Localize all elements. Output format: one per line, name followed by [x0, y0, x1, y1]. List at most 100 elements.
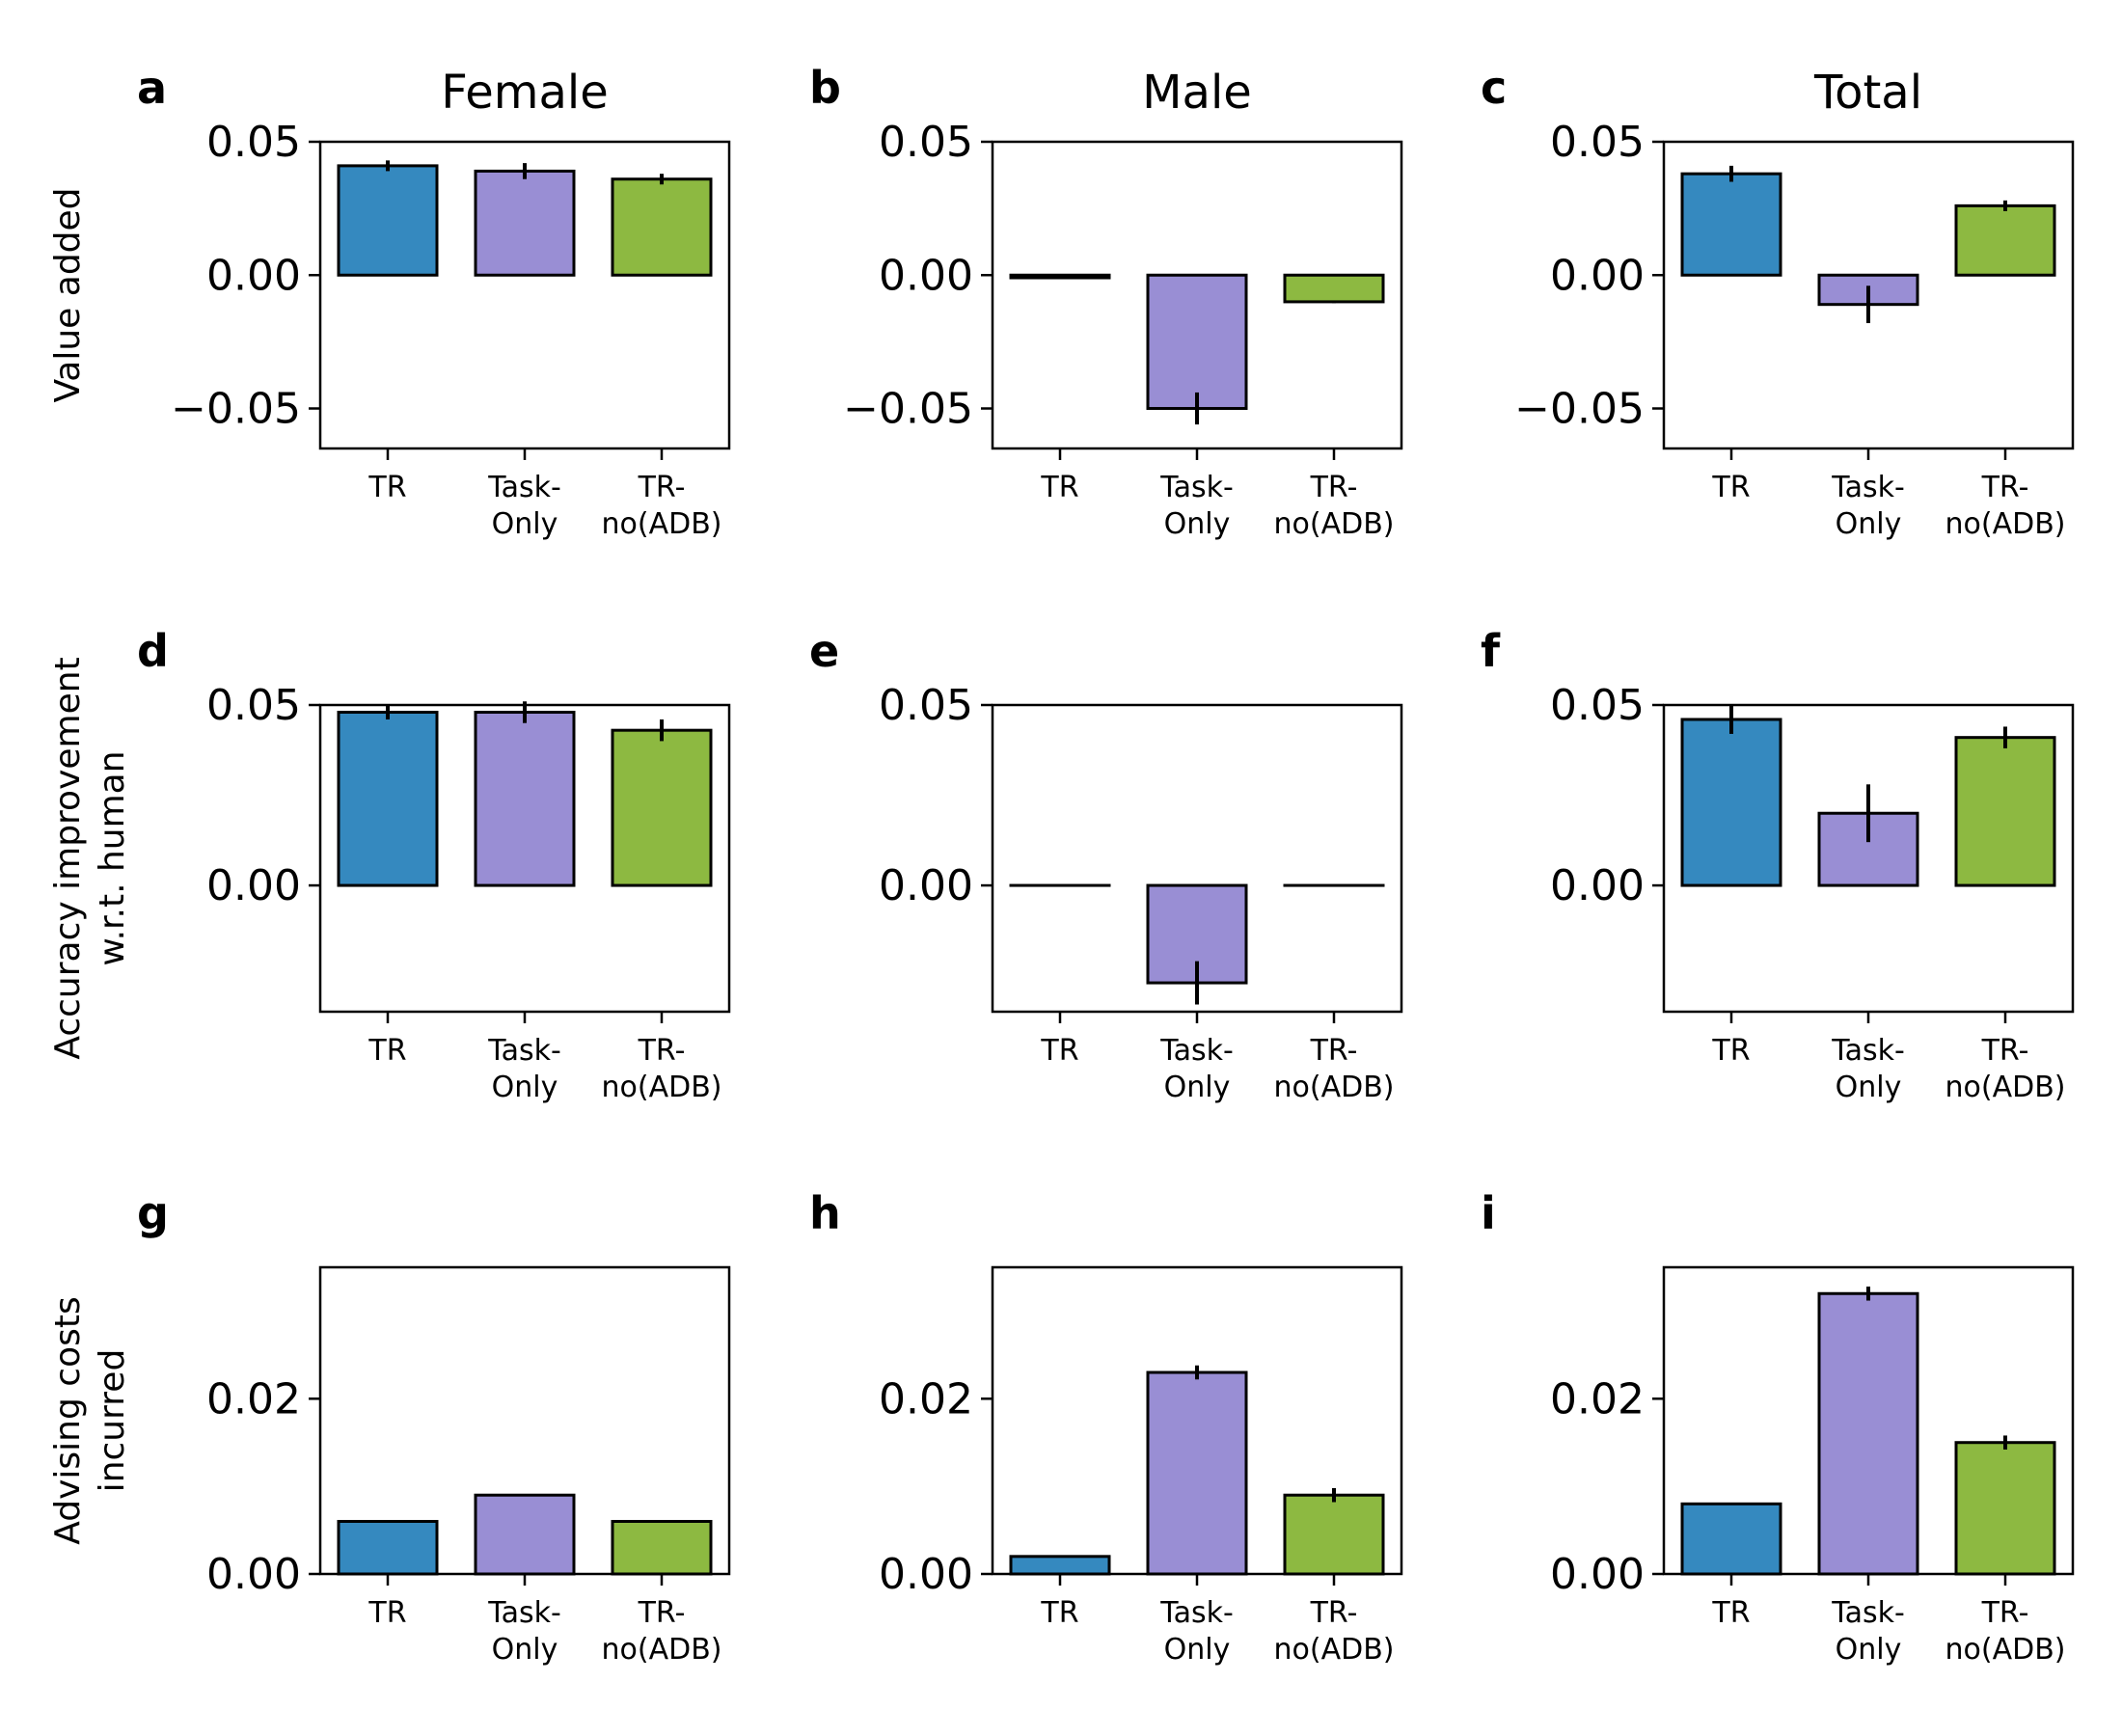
panel-label-a: a	[137, 62, 167, 114]
x-tick-label-e-1-1: Only	[1164, 1071, 1231, 1104]
y-tick-label-a-0: 0.05	[206, 118, 301, 167]
x-tick-label-d-1-1: Only	[492, 1071, 558, 1104]
x-tick-label-h-2-0: TR-	[1310, 1596, 1358, 1630]
y-tick-label-i-0: 0.02	[1550, 1374, 1645, 1424]
x-tick-label-c-1-1: Only	[1836, 507, 1902, 541]
bar-h-tr-no-adb-	[1283, 1493, 1385, 1576]
bar-g-tr	[337, 1519, 439, 1576]
y-tick-label-g-1: 0.00	[206, 1550, 301, 1599]
x-tick-label-h-2-1: no(ADB)	[1274, 1633, 1395, 1667]
panel-h: 0.02 0.00 TR Task-Only TR-no(ADB) h	[809, 1187, 1403, 1667]
x-tick-label-e-1-0: Task-	[1159, 1034, 1234, 1068]
bar-a-tr	[337, 164, 439, 277]
x-tick-label-g-1-1: Only	[492, 1633, 558, 1667]
bar-h-tr	[1009, 1555, 1111, 1576]
y-tick-label-a-1: 0.00	[206, 251, 301, 300]
y-tick-label-c-2: −0.05	[1514, 385, 1645, 434]
panel-b: 0.05 0.00 −0.05 TR Task-Only TR-no(ADB) b Male	[809, 62, 1403, 541]
bar-f-tr-no-adb-	[1954, 736, 2056, 887]
x-tick-label-f-2-0: TR-	[1981, 1034, 2029, 1068]
bar-g-task-only	[474, 1493, 576, 1576]
y-tick-label-h-0: 0.02	[879, 1374, 973, 1424]
bar-h-task-only	[1146, 1370, 1248, 1576]
x-tick-label-a-0-0: TR	[367, 471, 406, 504]
x-tick-label-b-0-0: TR	[1040, 471, 1078, 504]
x-tick-label-b-1-0: Task-	[1159, 471, 1234, 504]
x-tick-label-i-1-1: Only	[1836, 1633, 1902, 1667]
bar-d-tr	[337, 710, 439, 887]
y-tick-label-a-2: −0.05	[171, 385, 301, 434]
x-tick-label-f-1-0: Task-	[1831, 1034, 1905, 1068]
bar-c-tr	[1680, 172, 1782, 277]
bar-d-task-only	[474, 710, 576, 887]
panel-a: 0.05 0.00 −0.05 TR Task-Only TR-no(ADB) a Femal…	[137, 62, 731, 541]
x-tick-label-d-2-1: no(ADB)	[602, 1071, 722, 1104]
bar-i-task-only	[1817, 1291, 1919, 1576]
x-tick-label-d-1-0: Task-	[487, 1034, 561, 1068]
y-tick-label-h-1: 0.00	[879, 1550, 973, 1599]
bar-a-tr-no-adb-	[611, 177, 713, 277]
x-tick-label-d-0-0: TR	[367, 1034, 406, 1068]
panel-label-c: c	[1481, 62, 1507, 114]
panel-title-a: Female	[441, 66, 609, 120]
panel-title-b: Male	[1142, 66, 1252, 120]
panel-c: 0.05 0.00 −0.05 TR Task-Only TR-no(ADB) c Total	[1481, 62, 2075, 541]
panel-f: 0.05 0.00 TR Task-Only TR-no(ADB) f	[1481, 625, 2075, 1104]
y-tick-label-g-0: 0.02	[206, 1374, 301, 1424]
row-ylabel-2-0: Advising costs	[48, 1296, 88, 1544]
bar-b-tr-no-adb-	[1283, 273, 1385, 304]
x-tick-label-i-2-0: TR-	[1981, 1596, 2029, 1630]
x-tick-label-e-2-1: no(ADB)	[1274, 1071, 1395, 1104]
y-tick-label-c-1: 0.00	[1550, 251, 1645, 300]
y-tick-label-b-1: 0.00	[879, 251, 973, 300]
x-tick-label-e-0-0: TR	[1040, 1034, 1078, 1068]
bar-f-tr	[1680, 718, 1782, 887]
y-tick-label-d-1: 0.00	[206, 861, 301, 910]
y-tick-label-i-1: 0.00	[1550, 1550, 1645, 1599]
x-tick-label-f-1-1: Only	[1836, 1071, 1902, 1104]
x-tick-label-b-2-1: no(ADB)	[1274, 507, 1395, 541]
panel-d: 0.05 0.00 TR Task-Only TR-no(ADB) d	[137, 625, 731, 1104]
x-tick-label-d-2-0: TR-	[638, 1034, 686, 1068]
x-tick-label-g-1-0: Task-	[487, 1596, 561, 1630]
x-tick-label-b-1-1: Only	[1164, 507, 1231, 541]
panel-label-h: h	[809, 1187, 841, 1239]
x-tick-label-h-1-1: Only	[1164, 1633, 1231, 1667]
bar-d-tr-no-adb-	[611, 728, 713, 887]
x-tick-label-f-2-1: no(ADB)	[1945, 1071, 2066, 1104]
bar-i-tr	[1680, 1502, 1782, 1576]
x-tick-label-c-0-0: TR	[1711, 471, 1750, 504]
x-tick-label-c-2-0: TR-	[1981, 471, 2029, 504]
x-tick-label-i-2-1: no(ADB)	[1945, 1633, 2066, 1667]
bar-b-task-only	[1146, 273, 1248, 411]
y-tick-label-e-1: 0.00	[879, 861, 973, 910]
panel-g: 0.02 0.00 TR Task-Only TR-no(ADB) g	[137, 1187, 731, 1667]
y-tick-label-f-0: 0.05	[1550, 681, 1645, 730]
x-tick-label-e-2-0: TR-	[1310, 1034, 1358, 1068]
x-tick-label-g-0-0: TR	[367, 1596, 406, 1630]
bar-i-tr-no-adb-	[1954, 1441, 2056, 1576]
x-tick-label-g-2-0: TR-	[638, 1596, 686, 1630]
y-tick-label-f-1: 0.00	[1550, 861, 1645, 910]
bar-a-task-only	[474, 169, 576, 277]
x-tick-label-g-2-1: no(ADB)	[602, 1633, 722, 1667]
y-tick-label-d-0: 0.05	[206, 681, 301, 730]
row-ylabel-1-0: Accuracy improvement	[48, 657, 88, 1059]
x-tick-label-h-1-0: Task-	[1159, 1596, 1234, 1630]
x-tick-label-a-2-0: TR-	[638, 471, 686, 504]
panel-i: 0.02 0.00 TR Task-Only TR-no(ADB) i	[1481, 1187, 2075, 1667]
row-ylabel-1-1: w.r.t. human	[93, 750, 132, 965]
x-tick-label-b-2-0: TR-	[1310, 471, 1358, 504]
panel-label-f: f	[1481, 625, 1501, 677]
y-tick-label-b-0: 0.05	[879, 118, 973, 167]
row-ylabel-2-1: incurred	[93, 1349, 132, 1493]
x-tick-label-c-2-1: no(ADB)	[1945, 507, 2066, 541]
x-tick-label-c-1-0: Task-	[1831, 471, 1905, 504]
y-tick-label-e-0: 0.05	[879, 681, 973, 730]
x-tick-label-i-0-0: TR	[1711, 1596, 1750, 1630]
x-tick-label-a-1-1: Only	[492, 507, 558, 541]
bar-c-tr-no-adb-	[1954, 203, 2056, 277]
x-tick-label-i-1-0: Task-	[1831, 1596, 1905, 1630]
panel-label-g: g	[137, 1187, 169, 1239]
